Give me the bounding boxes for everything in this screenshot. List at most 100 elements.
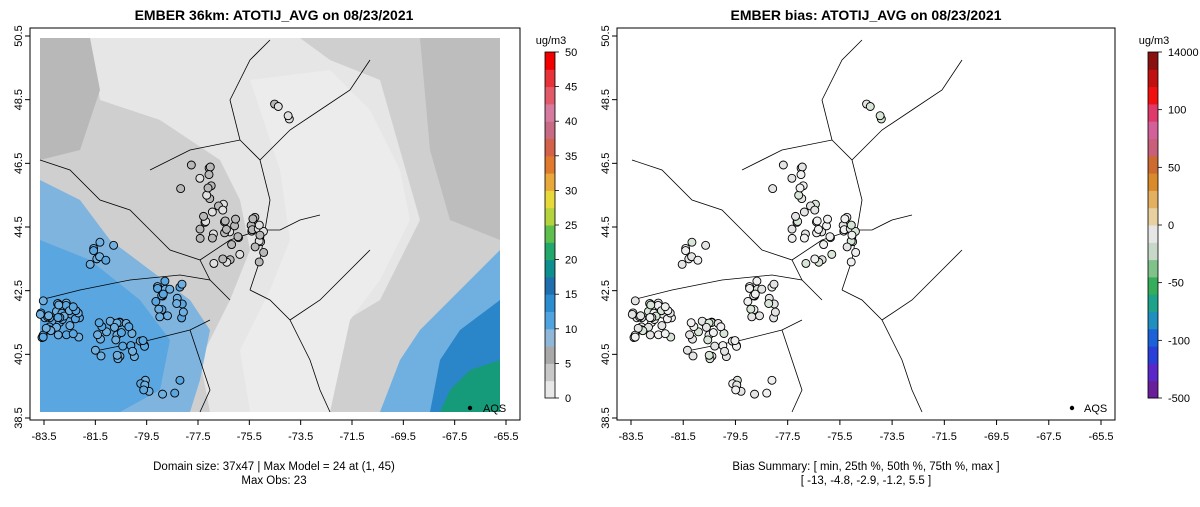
right-colorbar-swatch: [1148, 155, 1158, 174]
left-x-tick-label: -77.5: [185, 431, 210, 443]
right-map-bg: [617, 28, 1115, 420]
right-colorbar-swatch: [1148, 69, 1158, 88]
left-station-marker: [209, 258, 219, 268]
right-station-marker: [794, 190, 804, 200]
right-colorbar-swatch: [1148, 294, 1158, 312]
right-x-axis: -83.5 -81.5 -79.5 -77.5 -75.5 -73.5 -71.5 -69.5…: [618, 420, 1114, 443]
right-colorbar-label: 0: [1168, 220, 1174, 232]
right-colorbar-swatch: [1148, 86, 1158, 105]
left-colorbar-swatch: [545, 311, 555, 330]
right-station-marker: [750, 389, 760, 399]
left-station-marker: [90, 345, 100, 355]
left-station-marker: [151, 297, 161, 306]
right-station-marker: [701, 322, 711, 332]
right-colorbar-swatch: [1148, 138, 1158, 157]
right-station-marker: [796, 170, 806, 180]
right-station-marker: [801, 258, 811, 268]
right-colorbar-label: -500: [1168, 393, 1190, 405]
left-station-marker: [207, 233, 217, 243]
left-station-marker: [202, 190, 212, 200]
right-x-tick-label: -83.5: [618, 431, 643, 443]
right-station-marker: [630, 296, 640, 306]
left-station-marker: [233, 232, 243, 242]
left-station-marker: [158, 389, 168, 399]
left-x-tick-label: -81.5: [83, 431, 108, 443]
right-colorbar-label: -50: [1168, 278, 1184, 290]
left-colorbar-swatch: [545, 328, 555, 347]
right-station-marker: [682, 345, 692, 355]
right-station-marker: [720, 346, 729, 356]
right-colorbar-label: 50: [1168, 162, 1180, 174]
right-colorbar-swatch: [1148, 328, 1158, 347]
left-station-marker: [128, 346, 137, 356]
left-station-marker: [199, 211, 208, 221]
right-y-tick-label: 44.5: [600, 216, 612, 237]
right-station-marker: [846, 220, 856, 230]
left-station-marker: [89, 246, 99, 256]
right-station-marker: [716, 322, 726, 332]
left-title: EMBER 36km: ATOTIJ_AVG on 08/23/2021: [135, 7, 414, 23]
left-station-marker: [68, 302, 78, 312]
left-colorbar: 0 5 10 15 20 25 30 35 40 45 50: [544, 47, 577, 405]
left-colorbar-swatch: [545, 155, 555, 174]
right-y-tick-label: 38.5: [600, 407, 612, 428]
right-station-marker: [688, 351, 698, 361]
right-station-marker: [677, 259, 687, 269]
left-station-marker: [176, 184, 186, 194]
left-colorbar-label: 40: [565, 116, 577, 128]
left-colorbar-label: 20: [565, 255, 577, 267]
left-panel: EMBER 36km: ATOTIJ_AVG on 08/23/2021: [13, 7, 577, 487]
left-colorbar-swatch: [545, 276, 555, 295]
right-x-tick-label: -73.5: [880, 431, 905, 443]
left-x-tick-label: -73.5: [288, 431, 313, 443]
left-colorbar-swatch: [545, 346, 555, 364]
right-station-marker: [710, 341, 720, 351]
right-station-marker: [762, 388, 772, 398]
right-colorbar-swatch: [1148, 242, 1158, 261]
left-colorbar-label: 5: [565, 358, 571, 370]
right-x-tick-label: -77.5: [775, 431, 800, 443]
right-station-marker: [768, 184, 778, 194]
left-y-tick-label: 40.5: [13, 344, 25, 365]
left-station-marker: [218, 254, 228, 264]
left-station-marker: [155, 312, 165, 322]
left-y-tick-label: 46.5: [13, 153, 25, 174]
right-colorbar-swatch: [1148, 380, 1158, 399]
right-station-marker: [630, 332, 640, 342]
right-map: [617, 28, 1115, 420]
right-station-marker: [708, 328, 718, 338]
right-station-marker: [704, 350, 714, 360]
left-y-tick-label: 48.5: [13, 89, 25, 110]
left-colorbar-swatch: [545, 363, 555, 382]
right-x-tick-label: -69.5: [984, 431, 1009, 443]
left-colorbar-swatch: [545, 294, 555, 312]
left-station-marker: [38, 332, 48, 342]
right-station-marker: [730, 336, 740, 346]
left-station-marker: [35, 309, 45, 319]
right-station-marker: [660, 329, 670, 339]
right-station-marker: [825, 232, 835, 242]
left-station-marker: [111, 335, 121, 345]
left-y-tick-label: 44.5: [13, 216, 25, 237]
right-station-marker: [686, 318, 696, 328]
right-station-marker: [633, 323, 643, 333]
right-station-marker: [687, 237, 697, 247]
right-station-marker: [799, 207, 809, 217]
left-colorbar-label: 35: [565, 151, 577, 163]
right-colorbar-swatch: [1148, 259, 1158, 278]
left-x-axis: -83.5 -81.5 -79.5 -77.5 -75.5 -73.5 -71.5 -69.5…: [31, 420, 519, 443]
right-station-marker: [770, 307, 780, 317]
left-station-marker: [109, 240, 119, 250]
left-station-marker: [235, 249, 245, 259]
left-station-marker: [44, 311, 54, 321]
right-aqs-legend-dot: [1069, 405, 1075, 411]
right-station-marker: [701, 240, 711, 250]
right-colorbar-swatch: [1148, 276, 1158, 295]
right-station-marker: [812, 216, 822, 226]
left-station-marker: [96, 351, 106, 361]
left-station-marker: [124, 322, 134, 332]
right-station-marker: [851, 247, 861, 257]
right-y-tick-label: 48.5: [600, 89, 612, 110]
left-station-marker: [101, 255, 111, 265]
